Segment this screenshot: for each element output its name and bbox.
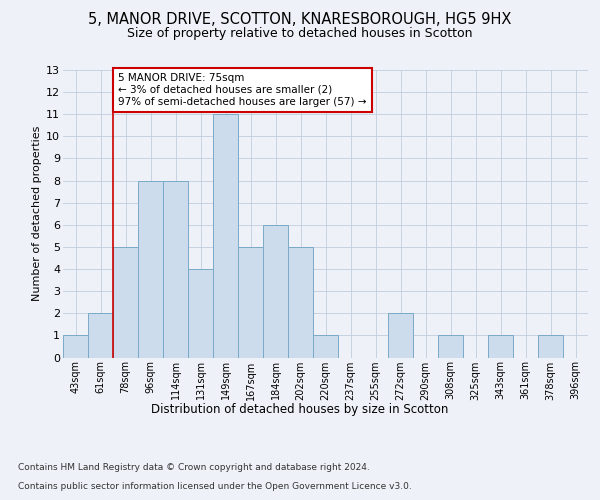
Text: Contains public sector information licensed under the Open Government Licence v3: Contains public sector information licen… [18, 482, 412, 491]
Bar [488, 336, 513, 357]
Bar [113, 247, 138, 358]
Bar [538, 336, 563, 357]
Bar [238, 247, 263, 358]
Text: Size of property relative to detached houses in Scotton: Size of property relative to detached ho… [127, 28, 473, 40]
Text: Distribution of detached houses by size in Scotton: Distribution of detached houses by size … [151, 402, 449, 415]
Text: Contains HM Land Registry data © Crown copyright and database right 2024.: Contains HM Land Registry data © Crown c… [18, 464, 370, 472]
Y-axis label: Number of detached properties: Number of detached properties [32, 126, 42, 302]
Bar [213, 114, 238, 358]
Bar [188, 269, 213, 358]
Bar [63, 336, 88, 357]
Bar [313, 336, 338, 357]
Bar [438, 336, 463, 357]
Bar [88, 314, 113, 358]
Text: 5, MANOR DRIVE, SCOTTON, KNARESBOROUGH, HG5 9HX: 5, MANOR DRIVE, SCOTTON, KNARESBOROUGH, … [88, 12, 512, 28]
Bar [138, 180, 163, 358]
Bar [388, 314, 413, 358]
Bar [288, 247, 313, 358]
Bar [263, 225, 288, 358]
Text: 5 MANOR DRIVE: 75sqm
← 3% of detached houses are smaller (2)
97% of semi-detache: 5 MANOR DRIVE: 75sqm ← 3% of detached ho… [118, 74, 367, 106]
Bar [163, 180, 188, 358]
